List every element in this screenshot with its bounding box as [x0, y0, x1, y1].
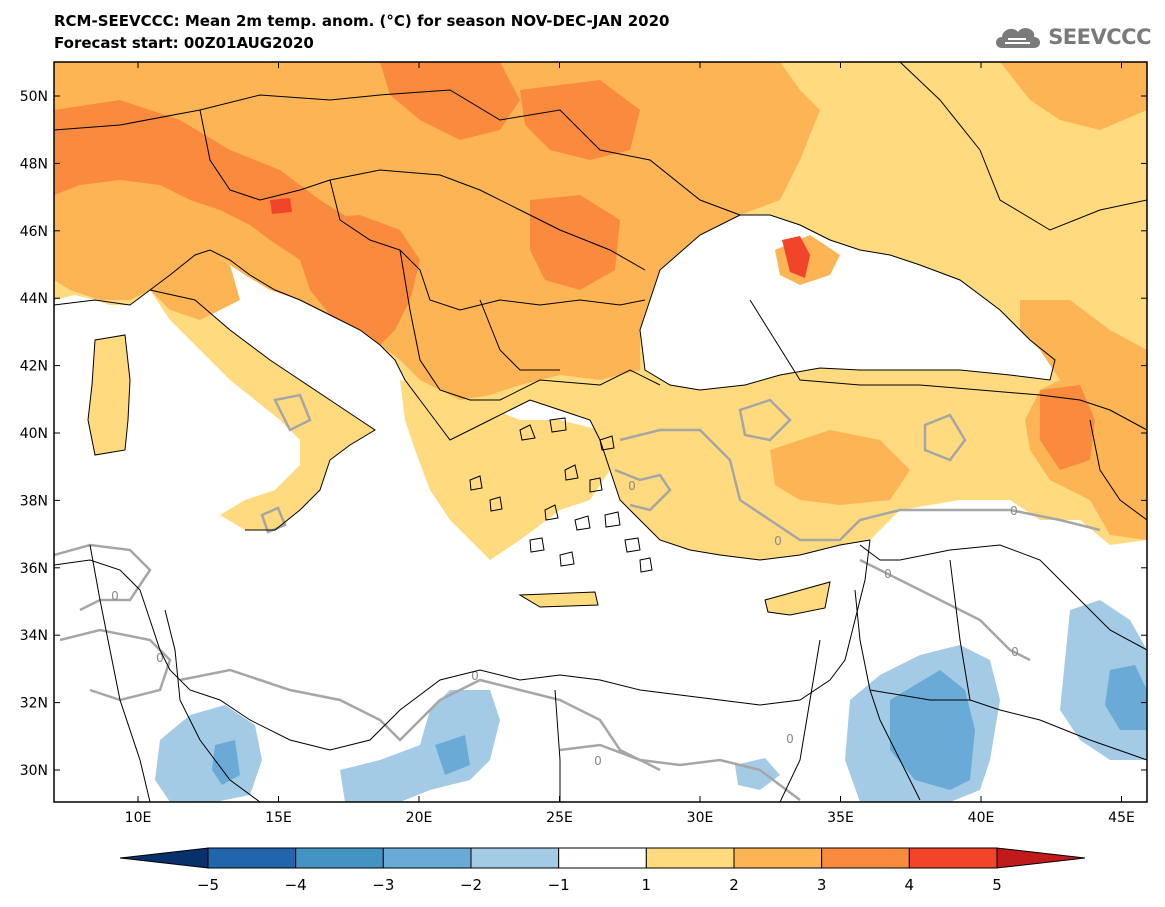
lat-label: 36N	[20, 561, 48, 577]
colorbar-box	[908, 847, 998, 869]
colorbar-tick-label: 3	[817, 876, 827, 894]
anomaly-1-2-cyprus	[765, 582, 830, 615]
colorbar-min-arrow	[119, 847, 209, 869]
anomaly-neg1-neg2-libya	[155, 705, 262, 802]
latitude-axis: 50N 48N 46N 44N 42N 40N 38N 36N 34N 32N 30N	[20, 89, 1147, 779]
longitude-axis: 10E 15E 20E 25E 30E 35E 40E 45E	[125, 62, 1135, 826]
seevccc-logo: SEEVCCC	[992, 22, 1151, 52]
lat-label: 40N	[20, 426, 48, 442]
lat-label: 42N	[20, 359, 48, 375]
anomaly-1-2-greece	[400, 380, 610, 560]
colorbar-box	[295, 847, 384, 869]
lon-label: 40E	[968, 810, 995, 826]
contour-label: 0	[594, 754, 602, 768]
colorbar-tick-label: −4	[285, 876, 307, 894]
colorbar-tick-label: −2	[460, 876, 482, 894]
colorbar-tick-label: 4	[905, 876, 915, 894]
contour-label: 0	[156, 651, 164, 665]
anomaly-3-4-turkey-east	[1040, 385, 1095, 470]
lon-label: 35E	[827, 810, 854, 826]
colorbar: −5 −4 −3 −2 −1 1 2 3 4 5	[119, 847, 1086, 894]
anomaly-2-3-anatolia	[770, 430, 910, 505]
anomaly-3-4-poland	[380, 62, 520, 140]
map-title: RCM-SEEVCCC: Mean 2m temp. anom. (°C) fo…	[54, 12, 670, 30]
colorbar-box	[558, 847, 647, 869]
anomaly-2-3-italy-north	[150, 245, 240, 320]
lat-label: 38N	[20, 493, 48, 509]
colorbar-tick-label: −1	[548, 876, 570, 894]
lon-label: 10E	[125, 810, 152, 826]
colorbar-box	[470, 847, 560, 869]
anomaly-3-4-ukraine	[520, 80, 640, 160]
anomaly-2-3-ukraine-east	[1000, 62, 1147, 130]
lon-label: 45E	[1108, 810, 1135, 826]
lat-label: 50N	[20, 89, 48, 105]
anomaly-1-2-crete	[520, 592, 598, 607]
lat-label: 34N	[20, 628, 48, 644]
contour-label: 0	[1011, 645, 1019, 659]
black-sea	[640, 215, 1055, 390]
country-borders	[54, 62, 1147, 802]
lon-label: 30E	[687, 810, 714, 826]
aegean-islands	[469, 417, 653, 573]
lat-label: 44N	[20, 291, 48, 307]
anomaly-neg1-neg2-egypt-west	[340, 690, 500, 802]
map-field: 0 0 0 0 0 0 0 0 0 0	[54, 62, 1147, 802]
zero-contours	[54, 393, 1101, 801]
contour-label: 0	[884, 567, 892, 581]
anomaly-3-4-romania	[530, 195, 620, 290]
lat-label: 46N	[20, 224, 48, 240]
contour-labels: 0 0 0 0 0 0 0 0 0 0	[111, 479, 1019, 768]
colorbar-tick-label: 1	[642, 876, 652, 894]
contour-label: 0	[786, 732, 794, 746]
contour-label: 0	[774, 534, 782, 548]
contour-label: 0	[471, 669, 479, 683]
lat-label: 32N	[20, 696, 48, 712]
lat-label: 30N	[20, 763, 48, 779]
map-frame	[53, 61, 1148, 803]
lat-label: 48N	[20, 156, 48, 172]
colorbar-tick-label: 2	[729, 876, 739, 894]
colorbar-tick-label: −3	[372, 876, 394, 894]
logo-text: SEEVCCC	[1048, 25, 1151, 49]
contour-label: 0	[628, 479, 636, 493]
colorbar-tick-label: 5	[992, 876, 1002, 894]
colorbar-box	[207, 847, 297, 869]
colorbar-box	[733, 847, 823, 869]
colorbar-box	[645, 847, 735, 869]
anomaly-1-2-sardinia	[88, 335, 130, 455]
anomaly-neg2-neg3-libya	[212, 740, 240, 785]
lon-label: 15E	[265, 810, 292, 826]
anomaly-1-2-italy	[150, 290, 375, 530]
anomaly-3-4-balkans	[300, 215, 420, 345]
cloud-icon	[996, 28, 1041, 48]
colorbar-tick-label: −5	[197, 876, 219, 894]
contour-label: 0	[111, 589, 119, 603]
contour-label: 0	[1010, 504, 1018, 518]
coastlines	[54, 214, 1056, 751]
lon-label: 25E	[546, 810, 573, 826]
anomaly-4-5-alps	[270, 198, 292, 214]
anomaly-neg2-neg3-iraq	[1105, 665, 1147, 730]
anomaly-4-5-crimea	[782, 236, 810, 278]
forecast-start-label: Forecast start: 00Z01AUG2020	[54, 34, 314, 52]
anomaly-neg2-neg3-egypt	[435, 735, 470, 775]
colorbar-box	[821, 847, 910, 869]
colorbar-box	[382, 847, 472, 869]
colorbar-max-arrow	[996, 847, 1086, 869]
lon-label: 20E	[406, 810, 433, 826]
